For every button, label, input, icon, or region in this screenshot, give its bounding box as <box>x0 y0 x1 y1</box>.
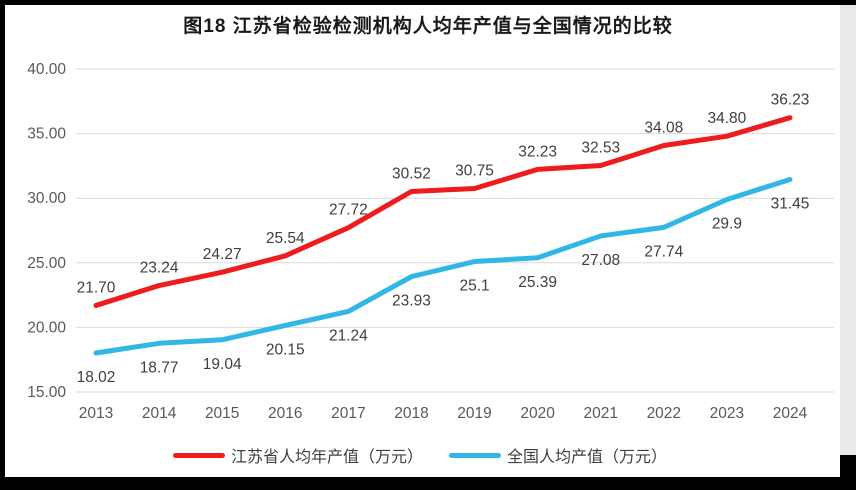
x-axis-tick-label: 2021 <box>583 405 617 422</box>
series-line-1 <box>93 176 793 356</box>
legend-label-national: 全国人均产值（万元） <box>507 449 668 466</box>
chart-legend: 江苏省人均年产值（万元） 全国人均产值（万元） <box>0 443 840 467</box>
y-axis-tick-label: 35.00 <box>27 126 66 143</box>
legend-swatch-jiangsu <box>172 452 225 458</box>
data-label-series-1: 19.04 <box>203 356 242 373</box>
data-label-series-0: 27.72 <box>329 202 368 219</box>
x-axis-tick-label: 2023 <box>710 405 744 422</box>
x-axis-tick-label: 2018 <box>394 405 428 422</box>
data-label-series-0: 24.27 <box>203 246 242 263</box>
data-label-series-1: 25.39 <box>518 274 557 291</box>
x-axis-tick-label: 2014 <box>142 405 177 422</box>
data-label-series-0: 30.52 <box>392 165 431 182</box>
x-axis-tick-label: 2019 <box>457 405 491 422</box>
data-label-series-1: 25.1 <box>459 278 489 295</box>
y-axis-tick-label: 15.00 <box>27 384 66 401</box>
data-label-series-0: 23.24 <box>140 260 179 277</box>
y-axis-tick-label: 20.00 <box>27 319 66 336</box>
x-axis-tick-label: 2020 <box>520 405 555 422</box>
data-label-series-1: 23.93 <box>392 293 431 310</box>
data-label-series-0: 34.08 <box>644 119 683 136</box>
legend-item-national: 全国人均产值（万元） <box>449 443 667 467</box>
x-axis-tick-label: 2022 <box>647 405 681 422</box>
x-axis-tick-label: 2024 <box>773 405 808 422</box>
data-label-series-0: 25.54 <box>266 230 305 247</box>
data-label-series-1: 29.9 <box>712 215 742 232</box>
data-label-series-0: 32.23 <box>518 143 557 160</box>
data-label-series-1: 27.74 <box>644 243 683 260</box>
data-label-series-1: 18.77 <box>140 359 179 376</box>
data-label-series-0: 36.23 <box>771 92 810 109</box>
x-axis-tick-label: 2017 <box>331 405 365 422</box>
right-margin-strip <box>840 0 856 458</box>
legend-swatch-national <box>449 452 501 458</box>
y-axis-tick-label: 25.00 <box>27 255 66 272</box>
data-label-series-1: 18.02 <box>77 369 116 386</box>
data-label-series-0: 34.80 <box>708 110 747 127</box>
y-axis-tick-label: 30.00 <box>27 190 66 207</box>
legend-item-jiangsu: 江苏省人均年产值（万元） <box>172 443 423 467</box>
top-black-border <box>0 0 856 5</box>
data-label-series-1: 20.15 <box>266 341 305 358</box>
bottom-black-bar <box>0 477 856 490</box>
left-black-border <box>0 0 5 490</box>
data-label-series-1: 21.24 <box>329 327 368 344</box>
data-label-series-1: 31.45 <box>771 195 810 212</box>
legend-label-jiangsu: 江苏省人均年产值（万元） <box>230 449 423 466</box>
data-label-series-0: 21.70 <box>77 279 116 296</box>
x-axis-tick-label: 2016 <box>268 405 302 422</box>
data-label-series-0: 30.75 <box>455 163 494 180</box>
x-axis-tick-label: 2015 <box>205 405 239 422</box>
chart-title: 图18 江苏省检验检测机构人均年产值与全国情况的比较 <box>183 16 673 37</box>
x-axis-tick-label: 2013 <box>79 405 113 422</box>
data-label-series-1: 27.08 <box>581 252 620 269</box>
series-line-0 <box>93 115 793 308</box>
data-label-series-0: 32.53 <box>581 140 620 157</box>
y-axis-tick-label: 40.00 <box>27 61 66 78</box>
